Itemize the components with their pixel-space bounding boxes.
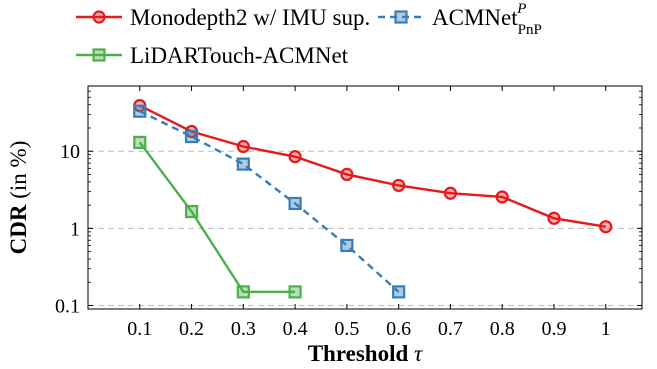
legend-marker — [92, 48, 106, 62]
legend: Monodepth2 w/ IMU sup. ACMNetPnPPLiDARTou… — [76, 1, 542, 68]
data-point — [392, 178, 406, 193]
series-line — [138, 141, 296, 294]
y-axis-title-main: CDR — [6, 199, 31, 255]
data-point — [495, 190, 509, 204]
data-point — [547, 211, 561, 225]
data-point — [133, 135, 147, 150]
x-tick-label: 0.5 — [334, 318, 359, 340]
y-axis-title-unit: (in %) — [6, 141, 31, 199]
series-line — [139, 110, 400, 293]
data-point — [236, 285, 250, 299]
data-point — [340, 167, 354, 182]
legend-label: ACMNetPnPP — [432, 1, 542, 38]
series-3 — [133, 135, 302, 299]
x-tick-label: 0.2 — [179, 318, 204, 340]
x-axis-title: Threshold τ — [308, 341, 423, 366]
legend-item-3: LiDARTouch-ACMNet — [76, 43, 349, 68]
y-tick-label: 0.1 — [55, 295, 80, 317]
legend-label: Monodepth2 w/ IMU sup. — [130, 5, 370, 30]
legend-item-2: ACMNetPnPP — [378, 1, 542, 38]
series-line — [139, 104, 606, 228]
x-axis-title-symbol: τ — [414, 341, 423, 366]
x-tick-label: 0.4 — [283, 318, 308, 340]
y-axis-title: CDR (in %) — [6, 141, 31, 255]
y-tick-label: 10 — [60, 141, 80, 163]
data-point — [133, 104, 147, 118]
plot-area-frame — [87, 85, 643, 310]
x-tick-label: 0.8 — [490, 318, 515, 340]
data-point — [288, 285, 302, 299]
series-layer — [133, 98, 613, 299]
x-tick-label: 1 — [601, 318, 611, 340]
x-tick-label: 0.1 — [127, 318, 152, 340]
x-tick-label: 0.9 — [541, 318, 566, 340]
data-point — [340, 238, 354, 253]
series-1 — [133, 98, 613, 234]
data-point — [392, 285, 406, 299]
legend-marker — [92, 10, 106, 24]
x-tick-label: 0.3 — [231, 318, 256, 340]
data-point — [236, 157, 250, 171]
x-tick-label: 0.7 — [438, 318, 463, 340]
data-point — [443, 186, 458, 200]
data-point — [288, 196, 302, 211]
legend-label: LiDARTouch-ACMNet — [130, 43, 349, 68]
legend-marker — [394, 10, 408, 24]
data-point — [288, 150, 302, 164]
x-axis-title-main: Threshold — [308, 341, 414, 366]
legend-label-sub: PnP — [518, 22, 542, 38]
legend-label-sup: P — [516, 1, 526, 17]
grid-lines — [88, 150, 642, 306]
data-point — [184, 204, 199, 219]
legend-item-1: Monodepth2 w/ IMU sup. — [76, 5, 370, 30]
axis-ticks: 0.1 0.2 0.3 0.4 0.5 0.6 0.7 0.8 0.9 1 0.1 1 10 — [55, 85, 642, 340]
y-tick-label: 1 — [70, 218, 80, 240]
x-tick-label: 0.6 — [386, 318, 411, 340]
data-point — [184, 129, 199, 144]
series-2 — [133, 104, 406, 299]
data-point — [599, 220, 613, 234]
data-point — [236, 139, 250, 154]
